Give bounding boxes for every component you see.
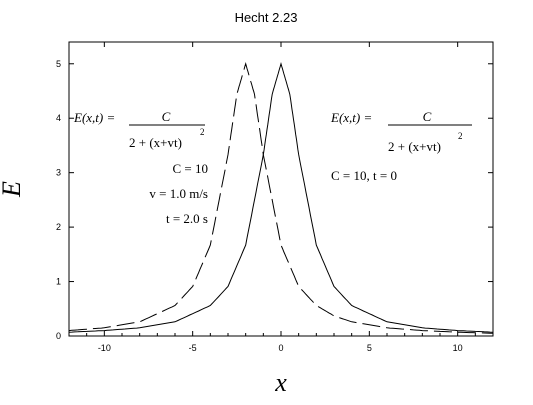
plot-area — [68, 41, 494, 337]
y-tick-label: 2 — [56, 222, 61, 232]
right-eq-lhs: E(x,t) = — [330, 110, 372, 125]
y-axis-label: E — [0, 181, 26, 198]
left-eq-lhs: E(x,t) = — [73, 110, 115, 125]
y-tick-label: 0 — [56, 331, 61, 341]
chart-title: Hecht 2.23 — [235, 10, 298, 25]
right-eq-exponent: 2 — [458, 131, 463, 141]
right-param-ct: C = 10, t = 0 — [331, 168, 397, 183]
left-param-c: C = 10 — [172, 161, 208, 176]
right-eq-numerator: C — [423, 109, 432, 124]
y-tick-label: 3 — [56, 168, 61, 178]
axis-ticks: -10 -5 0 5 10 0 1 2 3 4 5 — [56, 42, 494, 353]
left-eq-denominator: 2 + (x+vt) — [129, 135, 182, 150]
x-tick-label: -5 — [189, 343, 197, 353]
y-tick-label: 4 — [56, 113, 61, 123]
x-tick-label: 10 — [453, 343, 463, 353]
x-tick-label: -10 — [98, 343, 111, 353]
x-axis-label: x — [274, 368, 287, 397]
curves — [68, 61, 494, 334]
plot-frame — [68, 41, 494, 337]
dashed-curve — [68, 62, 494, 334]
x-tick-label: 5 — [367, 343, 372, 353]
left-param-t: t = 2.0 s — [166, 211, 208, 226]
left-annotation: E(x,t) = C 2 + (x+vt) 2 C = 10 v = 1.0 m… — [73, 109, 208, 226]
right-eq-denominator: 2 + (x+vt) — [388, 139, 441, 154]
left-eq-exponent: 2 — [200, 127, 205, 137]
y-tick-label: 5 — [56, 59, 61, 69]
left-param-v: v = 1.0 m/s — [149, 186, 208, 201]
right-annotation: E(x,t) = C 2 + (x+vt) 2 C = 10, t = 0 — [330, 109, 472, 183]
solid-curve — [68, 61, 494, 333]
left-eq-numerator: C — [162, 109, 171, 124]
y-tick-label: 1 — [56, 277, 61, 287]
x-tick-label: 0 — [278, 343, 283, 353]
